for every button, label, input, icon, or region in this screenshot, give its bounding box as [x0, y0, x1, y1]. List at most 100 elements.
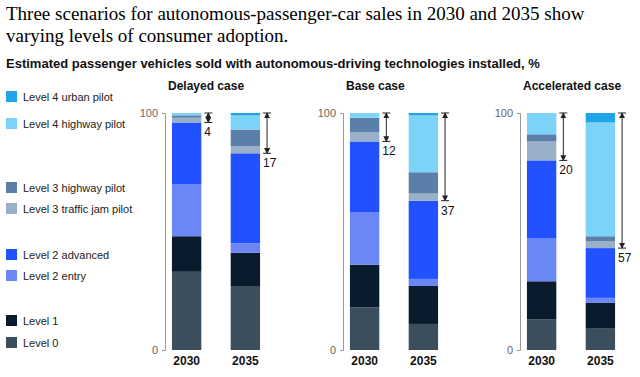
bar-segment [172, 122, 201, 184]
bars [350, 113, 438, 350]
legend-item: Level 4 urban pilot [6, 91, 113, 103]
y-tick: 0 [330, 344, 343, 356]
y-tick: 100 [140, 107, 165, 119]
legend-item: Level 2 advanced [6, 249, 109, 261]
legend-swatch [6, 203, 17, 214]
x-tick: 2030 [173, 350, 200, 368]
bar-segment [527, 113, 556, 114]
legend-swatch [6, 182, 17, 193]
y-tick-mark [517, 350, 520, 351]
bracket [622, 113, 623, 248]
bar-segment [231, 113, 260, 115]
y-tick-mark [162, 350, 165, 351]
annotations: 417 [204, 113, 276, 170]
panel-title: Delayed case [168, 79, 244, 93]
bar-segment [586, 329, 615, 350]
bracket-cap [441, 200, 449, 201]
chart-svg: Three scenarios for autonomous-passenger… [0, 0, 640, 377]
y-tick-mark [340, 113, 343, 114]
bracket [267, 113, 268, 153]
legend-swatch [6, 118, 17, 129]
y-axis: 0 100 [495, 107, 521, 356]
bar-segment [172, 113, 201, 115]
bar-segment [409, 286, 438, 324]
bar-segment [586, 298, 615, 303]
x-tick: 2030 [351, 350, 378, 368]
legend-swatch [6, 249, 17, 260]
bar-segment [172, 236, 201, 272]
bar-segment [350, 118, 379, 132]
x-tick: 2035 [232, 350, 259, 368]
bar-segment [586, 303, 615, 329]
x-tick-label: 2035 [232, 354, 259, 368]
bar-segment [231, 146, 260, 153]
title-line: Three scenarios for autonomous-passenger… [6, 3, 585, 24]
title: Three scenarios for autonomous-passenger… [6, 3, 585, 46]
annotation-label: 37 [441, 204, 455, 218]
annotation-label: 4 [204, 125, 211, 139]
legend-label: Level 0 [23, 337, 58, 349]
y-tick: 100 [318, 107, 343, 119]
legend-label: Level 2 advanced [23, 249, 109, 261]
bracket-cap [441, 113, 449, 114]
y-tick: 100 [495, 107, 520, 119]
y-tick-mark [517, 113, 520, 114]
annotations: 2057 [559, 113, 631, 265]
legend-label: Level 3 traffic jam pilot [23, 203, 132, 215]
y-tick: 0 [152, 344, 165, 356]
bar-segment [231, 153, 260, 243]
y-axis: 0 100 [318, 107, 344, 356]
bar-segment [409, 279, 438, 286]
bar-segment [527, 239, 556, 282]
annotation-label: 57 [618, 251, 632, 265]
bracket-cap [263, 153, 271, 154]
bar-segment [409, 115, 438, 172]
x-axis: 2030 2035 [173, 350, 259, 368]
x-tick-label: 2030 [351, 354, 378, 368]
bar-segment [350, 113, 379, 114]
bar-segment [172, 272, 201, 350]
bar-segment [409, 201, 438, 279]
bar-segment [586, 122, 615, 236]
legend-item: Level 0 [6, 337, 58, 349]
chart-root: Three scenarios for autonomous-passenger… [0, 0, 640, 377]
x-axis: 20302035 [528, 350, 614, 368]
legend-swatch [6, 270, 17, 281]
bracket-cap [618, 248, 626, 249]
bar-segment [586, 248, 615, 298]
bar-segment [231, 130, 260, 147]
y-tick-mark [340, 350, 343, 351]
legend-label: Level 1 [23, 315, 58, 327]
legend-item: Level 1 [6, 315, 58, 327]
legend-label: Level 2 entry [23, 270, 86, 282]
panel-title: Base case [346, 79, 405, 93]
bar-segment [409, 113, 438, 115]
legend-label: Level 3 highway pilot [23, 182, 125, 194]
bracket-cap [382, 113, 390, 114]
y-tick-label: 0 [507, 344, 513, 356]
y-tick: 0 [507, 344, 520, 356]
bar-segment [527, 141, 556, 160]
bracket-cap [559, 160, 567, 161]
bracket [208, 113, 209, 122]
y-axis-line [162, 114, 166, 351]
bar-segment [231, 253, 260, 286]
legend-swatch [6, 315, 17, 326]
annotation-label: 12 [382, 144, 396, 158]
bracket-cap [204, 122, 212, 123]
bracket-cap [263, 113, 271, 114]
legend: Level 4 urban pilotLevel 4 highway pilot… [6, 91, 132, 349]
bar-segment [527, 160, 556, 238]
y-tick-label: 0 [152, 344, 158, 356]
legend-swatch [6, 337, 17, 348]
y-axis-line [517, 114, 521, 351]
annotation-label: 20 [559, 163, 573, 177]
y-tick-label: 100 [495, 107, 513, 119]
annotations: 12 37 [382, 113, 454, 218]
bracket [445, 113, 446, 201]
bracket-cap [618, 113, 626, 114]
title-line: varying levels of consumer adoption. [6, 25, 288, 46]
bar-segment [409, 194, 438, 201]
bar-segment [231, 243, 260, 252]
x-tick-label: 2030 [173, 354, 200, 368]
